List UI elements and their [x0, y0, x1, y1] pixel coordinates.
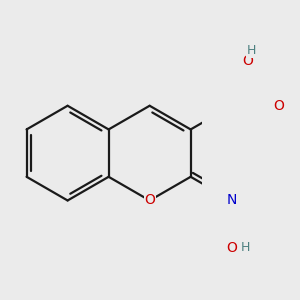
Text: O: O: [242, 54, 253, 68]
Text: O: O: [144, 194, 155, 208]
Text: O: O: [274, 99, 284, 113]
Text: N: N: [226, 194, 237, 208]
Text: O: O: [226, 241, 237, 255]
Text: H: H: [241, 242, 250, 254]
Text: H: H: [247, 44, 256, 57]
